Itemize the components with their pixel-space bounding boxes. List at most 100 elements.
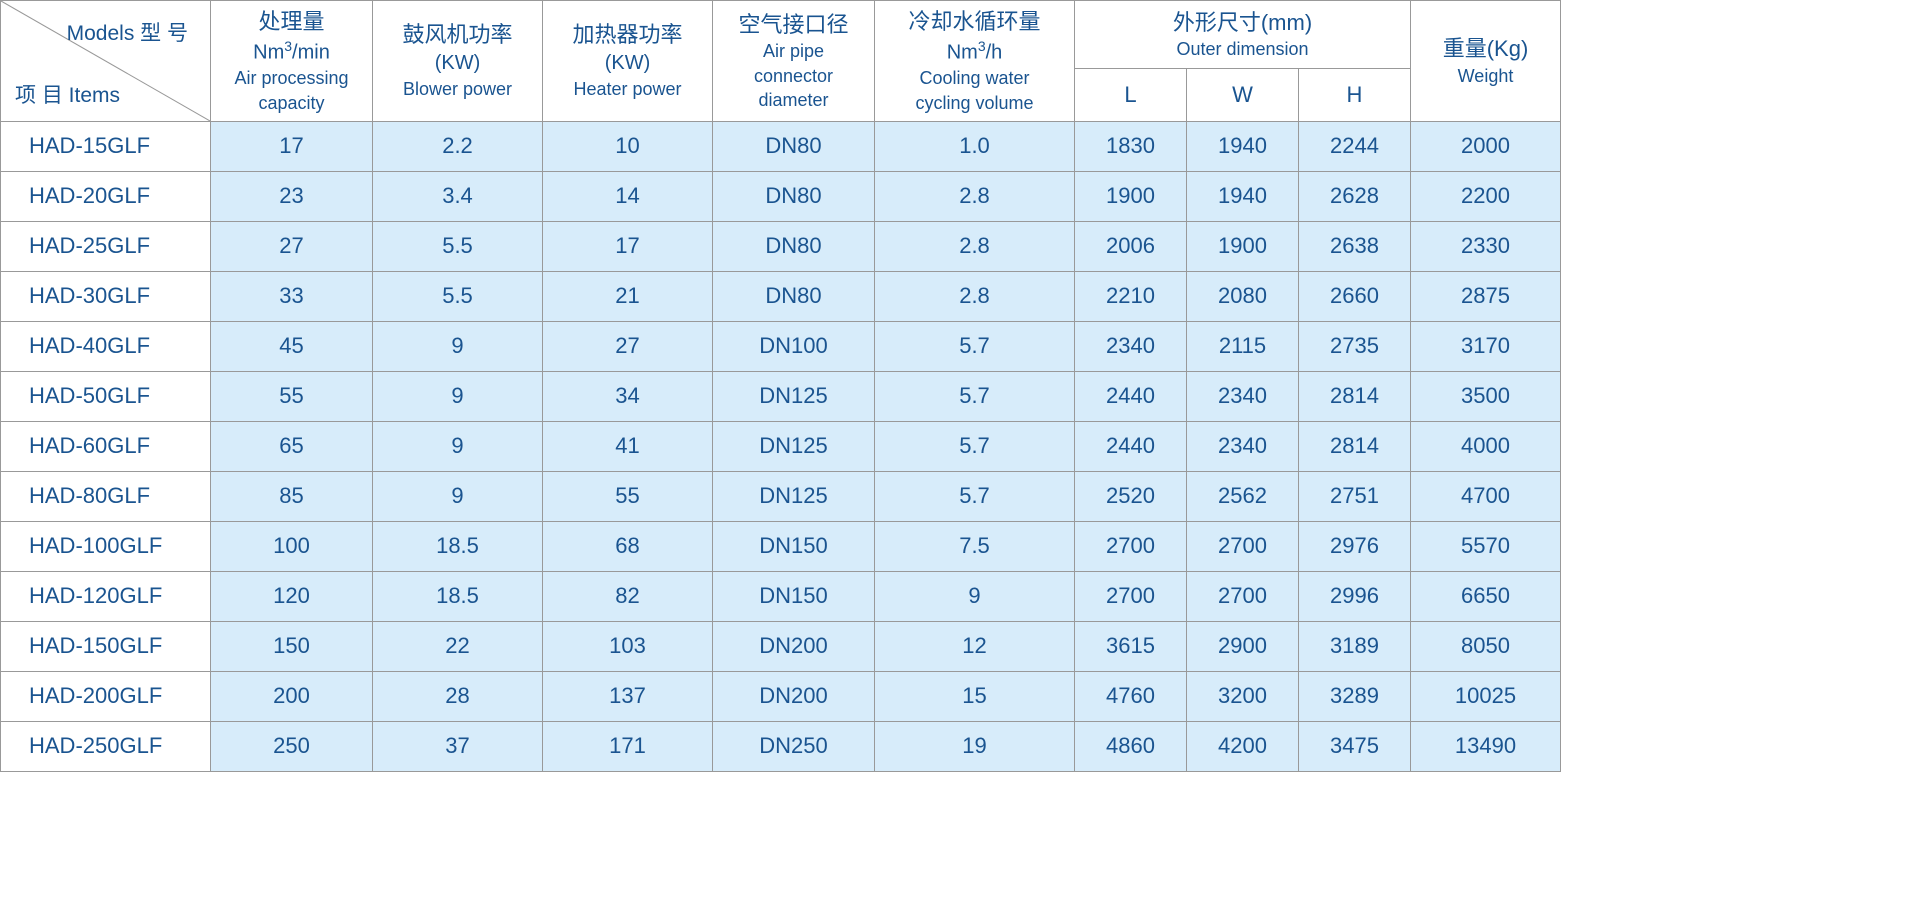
data-cell-heater: 27 — [543, 321, 713, 371]
data-cell-blower: 28 — [373, 671, 543, 721]
data-cell-L: 2440 — [1075, 421, 1187, 471]
data-cell-pipe: DN125 — [713, 421, 875, 471]
data-cell-L: 1900 — [1075, 171, 1187, 221]
data-cell-H: 3475 — [1299, 721, 1411, 771]
corner-models: Models 型 号 — [67, 17, 188, 47]
data-cell-H: 2996 — [1299, 571, 1411, 621]
data-cell-heater: 68 — [543, 521, 713, 571]
data-cell-cool: 7.5 — [875, 521, 1075, 571]
table-row: HAD-20GLF233.414DN802.81900194026282200 — [1, 171, 1561, 221]
data-cell-cap: 23 — [211, 171, 373, 221]
data-cell-cool: 12 — [875, 621, 1075, 671]
data-cell-blower: 22 — [373, 621, 543, 671]
data-cell-W: 1940 — [1187, 121, 1299, 171]
data-cell-cap: 100 — [211, 521, 373, 571]
data-cell-heater: 82 — [543, 571, 713, 621]
model-cell: HAD-25GLF — [1, 221, 211, 271]
data-cell-pipe: DN200 — [713, 671, 875, 721]
data-cell-L: 4860 — [1075, 721, 1187, 771]
data-cell-blower: 9 — [373, 371, 543, 421]
data-cell-L: 2440 — [1075, 371, 1187, 421]
data-cell-H: 2628 — [1299, 171, 1411, 221]
table-row: HAD-200GLF20028137DN20015476032003289100… — [1, 671, 1561, 721]
data-cell-blower: 9 — [373, 421, 543, 471]
data-cell-pipe: DN200 — [713, 621, 875, 671]
table-row: HAD-60GLF65941DN1255.72440234028144000 — [1, 421, 1561, 471]
data-cell-cap: 150 — [211, 621, 373, 671]
data-cell-wt: 4700 — [1411, 471, 1561, 521]
model-cell: HAD-120GLF — [1, 571, 211, 621]
col-outer-dim: 外形尺寸(mm) Outer dimension — [1075, 1, 1411, 69]
data-cell-H: 2638 — [1299, 221, 1411, 271]
data-cell-pipe: DN250 — [713, 721, 875, 771]
data-cell-cap: 45 — [211, 321, 373, 371]
data-cell-heater: 21 — [543, 271, 713, 321]
data-cell-wt: 2875 — [1411, 271, 1561, 321]
data-cell-W: 2900 — [1187, 621, 1299, 671]
col-H: H — [1299, 69, 1411, 122]
model-cell: HAD-40GLF — [1, 321, 211, 371]
data-cell-wt: 2000 — [1411, 121, 1561, 171]
data-cell-W: 1940 — [1187, 171, 1299, 221]
data-cell-pipe: DN125 — [713, 471, 875, 521]
data-cell-L: 2700 — [1075, 521, 1187, 571]
data-cell-cool: 15 — [875, 671, 1075, 721]
data-cell-blower: 18.5 — [373, 571, 543, 621]
data-cell-blower: 18.5 — [373, 521, 543, 571]
table-row: HAD-250GLF25037171DN25019486042003475134… — [1, 721, 1561, 771]
col-L: L — [1075, 69, 1187, 122]
table-row: HAD-25GLF275.517DN802.82006190026382330 — [1, 221, 1561, 271]
data-cell-H: 3289 — [1299, 671, 1411, 721]
data-cell-cap: 85 — [211, 471, 373, 521]
model-cell: HAD-20GLF — [1, 171, 211, 221]
col-capacity: 处理量 Nm3/min Air processing capacity — [211, 1, 373, 122]
model-cell: HAD-200GLF — [1, 671, 211, 721]
model-cell: HAD-250GLF — [1, 721, 211, 771]
data-cell-W: 2700 — [1187, 521, 1299, 571]
data-cell-cool: 5.7 — [875, 471, 1075, 521]
data-cell-blower: 5.5 — [373, 271, 543, 321]
data-cell-cap: 27 — [211, 221, 373, 271]
data-cell-wt: 10025 — [1411, 671, 1561, 721]
model-cell: HAD-80GLF — [1, 471, 211, 521]
data-cell-wt: 5570 — [1411, 521, 1561, 571]
data-cell-pipe: DN100 — [713, 321, 875, 371]
data-cell-blower: 37 — [373, 721, 543, 771]
data-cell-heater: 55 — [543, 471, 713, 521]
data-cell-heater: 41 — [543, 421, 713, 471]
data-cell-cool: 19 — [875, 721, 1075, 771]
data-cell-cool: 5.7 — [875, 321, 1075, 371]
data-cell-heater: 14 — [543, 171, 713, 221]
data-cell-W: 2340 — [1187, 421, 1299, 471]
col-weight: 重量(Kg) Weight — [1411, 1, 1561, 122]
table-body: HAD-15GLF172.210DN801.01830194022442000H… — [1, 121, 1561, 771]
data-cell-heater: 10 — [543, 121, 713, 171]
data-cell-L: 3615 — [1075, 621, 1187, 671]
model-cell: HAD-100GLF — [1, 521, 211, 571]
data-cell-W: 2562 — [1187, 471, 1299, 521]
data-cell-cool: 2.8 — [875, 221, 1075, 271]
data-cell-cap: 200 — [211, 671, 373, 721]
corner-items: 项 目 Items — [15, 79, 120, 109]
data-cell-cool: 2.8 — [875, 171, 1075, 221]
data-cell-pipe: DN80 — [713, 221, 875, 271]
model-cell: HAD-60GLF — [1, 421, 211, 471]
data-cell-blower: 5.5 — [373, 221, 543, 271]
data-cell-wt: 2200 — [1411, 171, 1561, 221]
table-row: HAD-100GLF10018.568DN1507.52700270029765… — [1, 521, 1561, 571]
table-row: HAD-150GLF15022103DN20012361529003189805… — [1, 621, 1561, 671]
data-cell-cool: 5.7 — [875, 371, 1075, 421]
table-row: HAD-40GLF45927DN1005.72340211527353170 — [1, 321, 1561, 371]
model-cell: HAD-15GLF — [1, 121, 211, 171]
data-cell-W: 3200 — [1187, 671, 1299, 721]
spec-table: Models 型 号 项 目 Items 处理量 Nm3/min Air pro… — [0, 0, 1561, 772]
col-heater: 加热器功率 (KW) Heater power — [543, 1, 713, 122]
data-cell-wt: 3170 — [1411, 321, 1561, 371]
data-cell-wt: 13490 — [1411, 721, 1561, 771]
data-cell-pipe: DN80 — [713, 271, 875, 321]
col-W: W — [1187, 69, 1299, 122]
data-cell-H: 2814 — [1299, 371, 1411, 421]
data-cell-wt: 6650 — [1411, 571, 1561, 621]
data-cell-cool: 1.0 — [875, 121, 1075, 171]
data-cell-cap: 65 — [211, 421, 373, 471]
